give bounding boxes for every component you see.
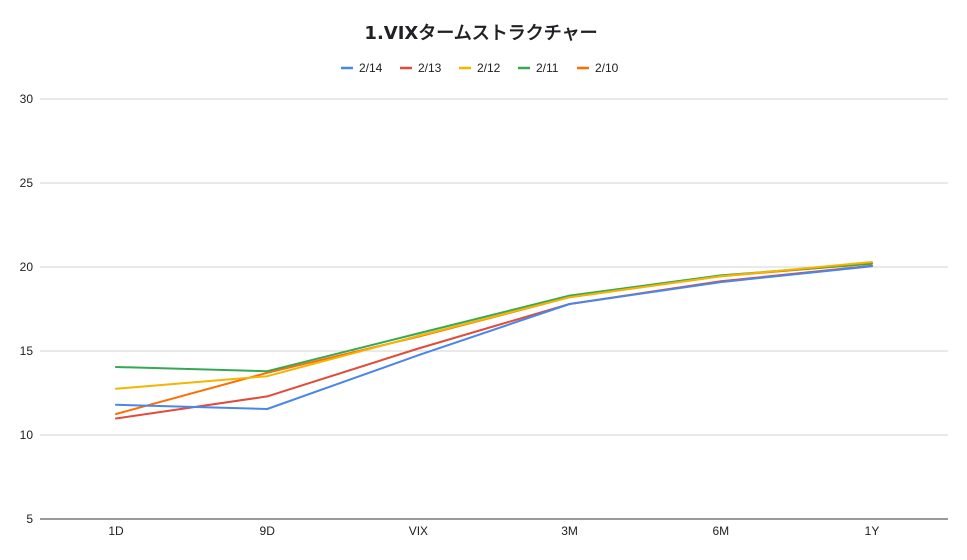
y-axis-ticks: 5 10 15 20 25 30 <box>20 92 34 526</box>
gridlines <box>40 98 948 436</box>
chart-title: 1.VIXタームストラクチャー <box>364 23 597 44</box>
series-line <box>115 264 873 420</box>
series-lines <box>115 261 873 420</box>
y-tick-label: 5 <box>26 512 33 526</box>
x-tick-label: VIX <box>409 524 428 538</box>
y-tick-label: 10 <box>20 428 34 442</box>
series-line <box>115 262 873 415</box>
x-tick-label: 1Y <box>865 524 880 538</box>
x-tick-label: 6M <box>712 524 729 538</box>
series-line <box>115 261 873 390</box>
y-tick-label: 20 <box>20 260 34 274</box>
legend-label: 2/10 <box>595 61 619 75</box>
x-tick-label: 1D <box>108 524 124 538</box>
y-tick-label: 15 <box>20 344 34 358</box>
y-tick-label: 25 <box>20 176 34 190</box>
legend: 2/14 2/13 2/12 2/11 2/10 <box>341 61 619 75</box>
legend-label: 2/13 <box>418 61 442 75</box>
legend-label: 2/11 <box>536 61 559 75</box>
series-line <box>115 265 873 410</box>
x-tick-label: 9D <box>260 524 276 538</box>
y-tick-label: 30 <box>20 92 34 106</box>
x-axis-ticks: 1D 9D VIX 3M 6M 1Y <box>108 524 879 538</box>
legend-label: 2/14 <box>359 61 383 75</box>
legend-label: 2/12 <box>477 61 501 75</box>
x-tick-label: 3M <box>561 524 578 538</box>
